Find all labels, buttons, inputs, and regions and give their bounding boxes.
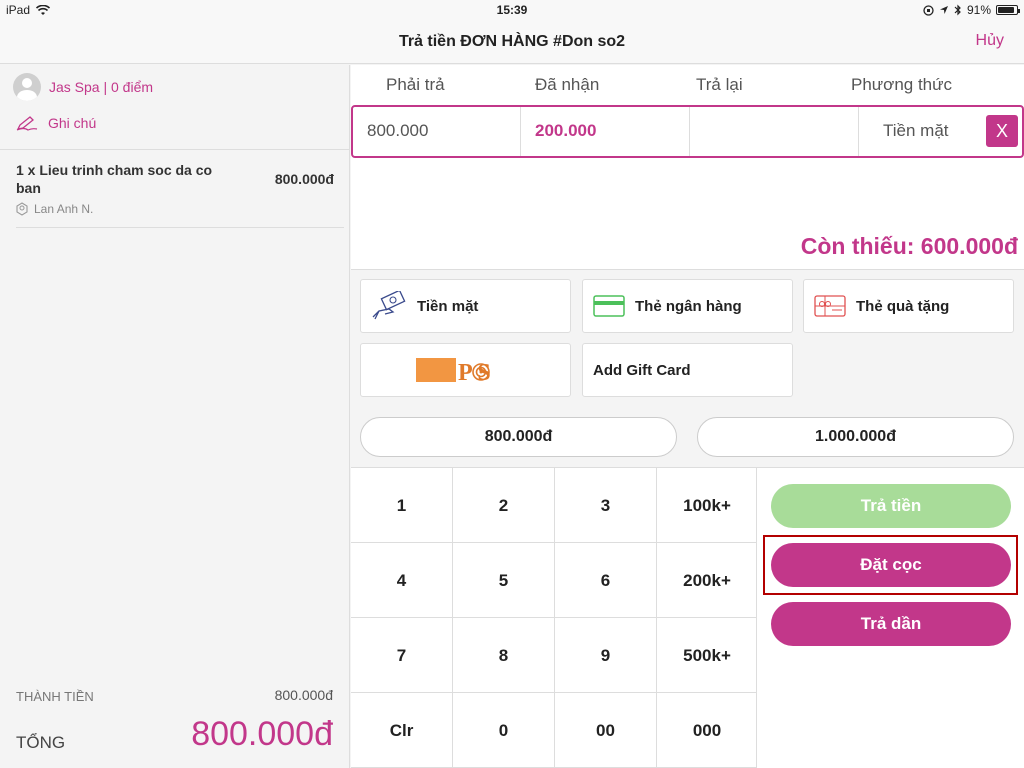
pay-button[interactable]: Trả tiền [771,484,1011,528]
customer-selector[interactable]: Jas Spa | 0 điểm [13,73,153,101]
nav-bar: Trả tiền ĐƠN HÀNG #Don so2 Hủy [0,20,1024,64]
subtotal-value: 800.000đ [274,687,333,703]
keypad-key[interactable]: 3 [555,468,657,543]
keypad-key[interactable]: 2 [453,468,555,543]
avatar [13,73,41,101]
add-gift-card-label: Add Gift Card [593,361,691,379]
keypad-key[interactable]: 4 [351,543,453,618]
battery-percent: 91% [966,3,991,17]
amount-received-input[interactable]: 200.000 [521,107,690,156]
installment-button[interactable]: Trả dần [771,602,1011,646]
header-change: Trả lại [696,75,743,94]
keypad-key[interactable]: Clr [351,693,453,768]
total-label: TỔNG [16,733,66,752]
item-staff: Lan Anh N. [34,202,94,216]
status-bar: iPad 15:39 91% [0,0,1024,20]
payment-method-label: Tiền mặt [883,121,949,140]
keypad-key[interactable]: 000 [657,693,758,768]
total-value: 800.000đ [191,715,333,753]
order-summary-panel: Jas Spa | 0 điểm Ghi chú 1 x Lieu trinh … [0,65,350,768]
order-item[interactable]: 1 x Lieu trinh cham soc da co ban 800.00… [16,161,344,228]
gift-card-method-button[interactable]: Thẻ quà tặng [803,279,1014,333]
header-method: Phương thức [851,75,953,94]
note-button[interactable]: Ghi chú [16,115,96,131]
payment-headers: Phải trả Đã nhận Trả lại Phương thức [351,65,1024,105]
keypad-key[interactable]: 0 [453,693,555,768]
remove-payment-button[interactable]: X [986,115,1018,147]
payment-lines: 800.000 200.000 Tiền mặt X Còn thiếu: 60… [351,105,1024,270]
orientation-lock-icon [923,4,934,16]
battery-fill [998,7,1014,13]
payment-panel: Phải trả Đã nhận Trả lại Phương thức 800… [351,65,1024,768]
keypad-key[interactable]: 00 [555,693,657,768]
keypad-key[interactable]: 7 [351,618,453,693]
payment-methods: Tiền mặt Thẻ ngân hàng Thẻ quà tặng [351,271,1024,471]
device-label: iPad [6,3,31,17]
staff-icon [16,202,28,216]
payment-row[interactable]: 800.000 200.000 Tiền mặt X [351,105,1024,158]
numeric-keypad: 1 2 3 100k+ 4 5 6 200k+ 7 8 9 500k+ Clr 0 00 000 [351,467,758,768]
pos-method-button[interactable]: P S [360,343,571,397]
bluetooth-icon [954,4,961,16]
keypad-key[interactable]: 9 [555,618,657,693]
quick-amount-button[interactable]: 800.000đ [360,417,677,457]
change-amount [690,107,859,156]
cash-method-label: Tiền mặt [417,297,479,315]
credit-card-icon [593,295,625,317]
pen-icon [16,116,38,131]
cancel-button[interactable]: Hủy [975,32,1004,49]
bank-card-method-label: Thẻ ngân hàng [635,297,742,315]
wifi-icon [36,4,51,15]
gift-card-icon [814,295,846,317]
amount-due: 800.000 [353,107,521,156]
pos-logo: P S [415,358,490,384]
cash-hand-icon [372,291,406,320]
keypad-key[interactable]: 6 [555,543,657,618]
clock: 15:39 [496,3,528,17]
bank-card-method-button[interactable]: Thẻ ngân hàng [582,279,793,333]
subtotal-label: THÀNH TIỀN [16,689,94,704]
customer-label: Jas Spa | 0 điểm [49,79,154,95]
header-received: Đã nhận [535,75,600,94]
keypad-key[interactable]: 200k+ [657,543,758,618]
remaining-amount: Còn thiếu: 600.000đ [800,233,1018,259]
add-gift-card-button[interactable]: Add Gift Card [582,343,793,397]
item-price: 800.000đ [274,171,334,187]
highlight-box [763,535,1018,595]
item-name: 1 x Lieu trinh cham soc da co ban [16,162,213,196]
keypad-key[interactable]: 500k+ [657,618,758,693]
note-label: Ghi chú [48,115,97,131]
keypad-key[interactable]: 5 [453,543,555,618]
location-icon [939,6,948,14]
battery-icon [996,5,1020,15]
gift-card-method-label: Thẻ quà tặng [856,297,950,315]
payment-actions: Trả tiền Đặt cọc Trả dần [756,467,1024,768]
cash-method-button[interactable]: Tiền mặt [360,279,571,333]
header-due: Phải trả [386,75,445,94]
quick-amount-button[interactable]: 1.000.000đ [697,417,1014,457]
deposit-button[interactable]: Đặt cọc [771,543,1011,587]
page-title: Trả tiền ĐƠN HÀNG #Don so2 [398,33,626,50]
keypad-key[interactable]: 8 [453,618,555,693]
keypad-key[interactable]: 100k+ [657,468,758,543]
divider [0,149,349,150]
keypad-key[interactable]: 1 [351,468,453,543]
